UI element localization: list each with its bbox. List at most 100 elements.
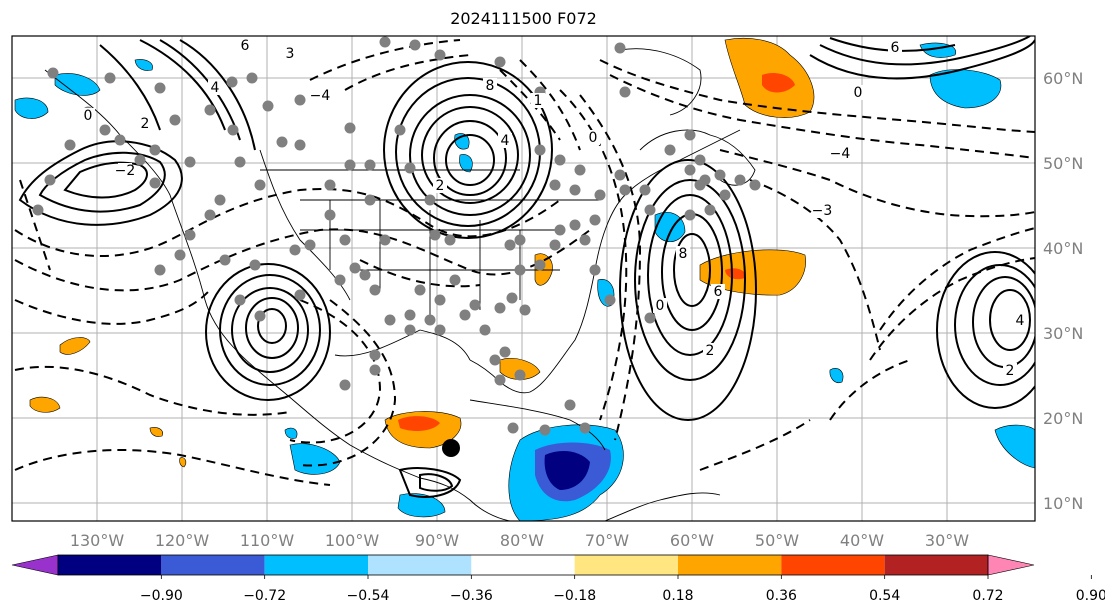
station-dot — [394, 124, 406, 136]
colorbar-tick-label: 0.72 — [972, 588, 1003, 604]
station-dot — [204, 209, 216, 221]
longitude-label: 30°W — [925, 531, 969, 550]
station-dot — [569, 219, 581, 231]
contour-label: 8 — [486, 78, 495, 94]
station-dot — [614, 42, 626, 54]
station-dot — [226, 76, 238, 88]
station-dot — [534, 259, 546, 271]
station-dot — [506, 292, 518, 304]
station-dot — [684, 209, 696, 221]
station-dot — [449, 274, 461, 286]
contour-label-bg — [238, 38, 252, 53]
latitude-label: 60°N — [1043, 69, 1083, 88]
contour-label-bg — [1013, 313, 1027, 328]
contour-labels: 6 3 4 2 0 −2 −4 8 1 4 0 2 0 −4 −3 8 6 2 0 6 4 2 — [81, 38, 1027, 379]
longitude-label: 40°W — [840, 531, 884, 550]
station-dot — [684, 164, 696, 176]
station-dot — [276, 136, 288, 148]
station-dot — [639, 184, 651, 196]
station-dot — [114, 134, 126, 146]
colorbar-segment — [678, 555, 782, 575]
contour-label: 2 — [1006, 363, 1015, 379]
station-dot — [589, 264, 601, 276]
station-dot — [304, 239, 316, 251]
station-dot — [324, 209, 336, 221]
contour-label-bg — [711, 284, 725, 299]
latitude-label: 40°N — [1043, 239, 1083, 258]
contour-label-bg — [815, 203, 829, 218]
contour-label: 8 — [679, 246, 688, 262]
colorbar-extend-high — [987, 554, 1035, 576]
station-dot — [154, 264, 166, 276]
colorbar-segment — [264, 555, 368, 575]
station-dot — [174, 249, 186, 261]
station-dot — [184, 156, 196, 168]
station-dot — [369, 349, 381, 361]
contour-label-bg — [676, 246, 690, 261]
contour-label: −4 — [310, 88, 331, 104]
latitude-label: 50°N — [1043, 154, 1083, 173]
station-dot — [184, 229, 196, 241]
station-dot — [604, 294, 616, 306]
latitude-label: 20°N — [1043, 409, 1083, 428]
station-dot — [214, 194, 226, 206]
contour-label-bg — [433, 178, 447, 193]
station-dot — [504, 239, 516, 251]
chart-title: 2024111500 F072 — [450, 9, 597, 28]
contour-label-bg — [653, 298, 667, 313]
longitude-label: 50°W — [755, 531, 799, 550]
contour-label-bg — [81, 108, 95, 123]
station-dot — [564, 399, 576, 411]
station-dot — [169, 114, 181, 126]
station-dot — [369, 284, 381, 296]
colorbar-tick-label: −0.18 — [553, 588, 596, 604]
contour-label-bg — [851, 85, 865, 100]
station-dot — [664, 144, 676, 156]
station-dot — [549, 239, 561, 251]
station-dot — [344, 122, 356, 134]
station-dot — [554, 154, 566, 166]
colorbar: −0.90 −0.72 −0.54 −0.36 −0.18 0.18 0.36 0.54 0.7… — [11, 554, 1105, 604]
colorbar-tick-label: 0.36 — [766, 588, 797, 604]
station-dot — [414, 284, 426, 296]
station-dot — [579, 234, 591, 246]
station-dot — [32, 204, 44, 216]
station-dot — [64, 139, 76, 151]
contour-label-bg — [703, 343, 717, 358]
longitude-label: 80°W — [500, 531, 544, 550]
station-dot — [344, 159, 356, 171]
station-dot — [404, 162, 416, 174]
station-dot — [489, 354, 501, 366]
station-dot — [614, 169, 626, 181]
station-dot — [149, 177, 161, 189]
station-dot — [359, 269, 371, 281]
station-dot — [294, 289, 306, 301]
contour-label: 1 — [534, 93, 543, 109]
station-dot — [554, 224, 566, 236]
colorbar-segment — [574, 555, 678, 575]
station-dot — [684, 129, 696, 141]
longitude-labels: 130°W 120°W 110°W 100°W 90°W 80°W 70°W 60°W 50°W… — [70, 531, 969, 550]
contour-label: 2 — [141, 116, 150, 132]
station-dot — [494, 374, 506, 386]
station-dot — [324, 179, 336, 191]
contour-label-bg — [208, 80, 222, 95]
station-dot — [589, 214, 601, 226]
station-dot — [262, 100, 274, 112]
station-dot — [47, 67, 59, 79]
contour-label: 6 — [714, 284, 723, 300]
contour-label: 4 — [211, 80, 220, 96]
station-dot — [254, 310, 266, 322]
station-dot — [369, 364, 381, 376]
station-dot — [734, 174, 746, 186]
station-dot — [444, 234, 456, 246]
colorbar-tick-label: 0.18 — [662, 588, 693, 604]
station-dot — [424, 194, 436, 206]
station-dot — [619, 86, 631, 98]
station-dot — [434, 324, 446, 336]
latitude-label: 30°N — [1043, 324, 1083, 343]
contour-label-bg — [586, 130, 600, 145]
contour-label-bg — [138, 116, 152, 131]
colorbar-tick-label: −0.54 — [347, 588, 390, 604]
station-dot — [507, 422, 519, 434]
